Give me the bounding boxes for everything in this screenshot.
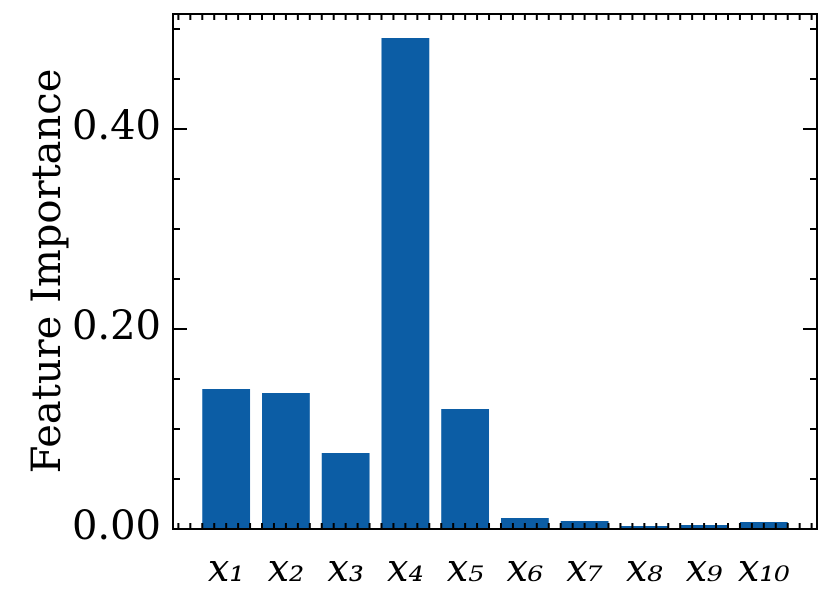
x-tick-label: x₂ [268,546,305,590]
x-tick-label: x₇ [566,546,603,590]
x-tick-label: x₃ [327,546,364,590]
y-tick-label: 0.20 [72,303,161,349]
x-tick-label: x₆ [507,546,544,590]
plot-frame [172,13,818,530]
x-tick-label: x₅ [447,546,484,590]
bar [381,38,430,529]
x-tick-label: x₈ [626,546,663,590]
bar [262,393,310,529]
bar [441,409,490,529]
x-tick-label: x₄ [387,546,424,590]
y-tick-label: 0.00 [72,503,161,549]
x-tick-label: x₉ [686,546,723,590]
x-tick-label: x₁₀ [738,546,790,590]
y-tick-label: 0.40 [72,103,161,149]
y-axis-label: Feature Importance [24,69,70,474]
x-tick-label: x₁ [208,546,245,590]
bar [321,453,370,529]
bar [202,389,251,529]
